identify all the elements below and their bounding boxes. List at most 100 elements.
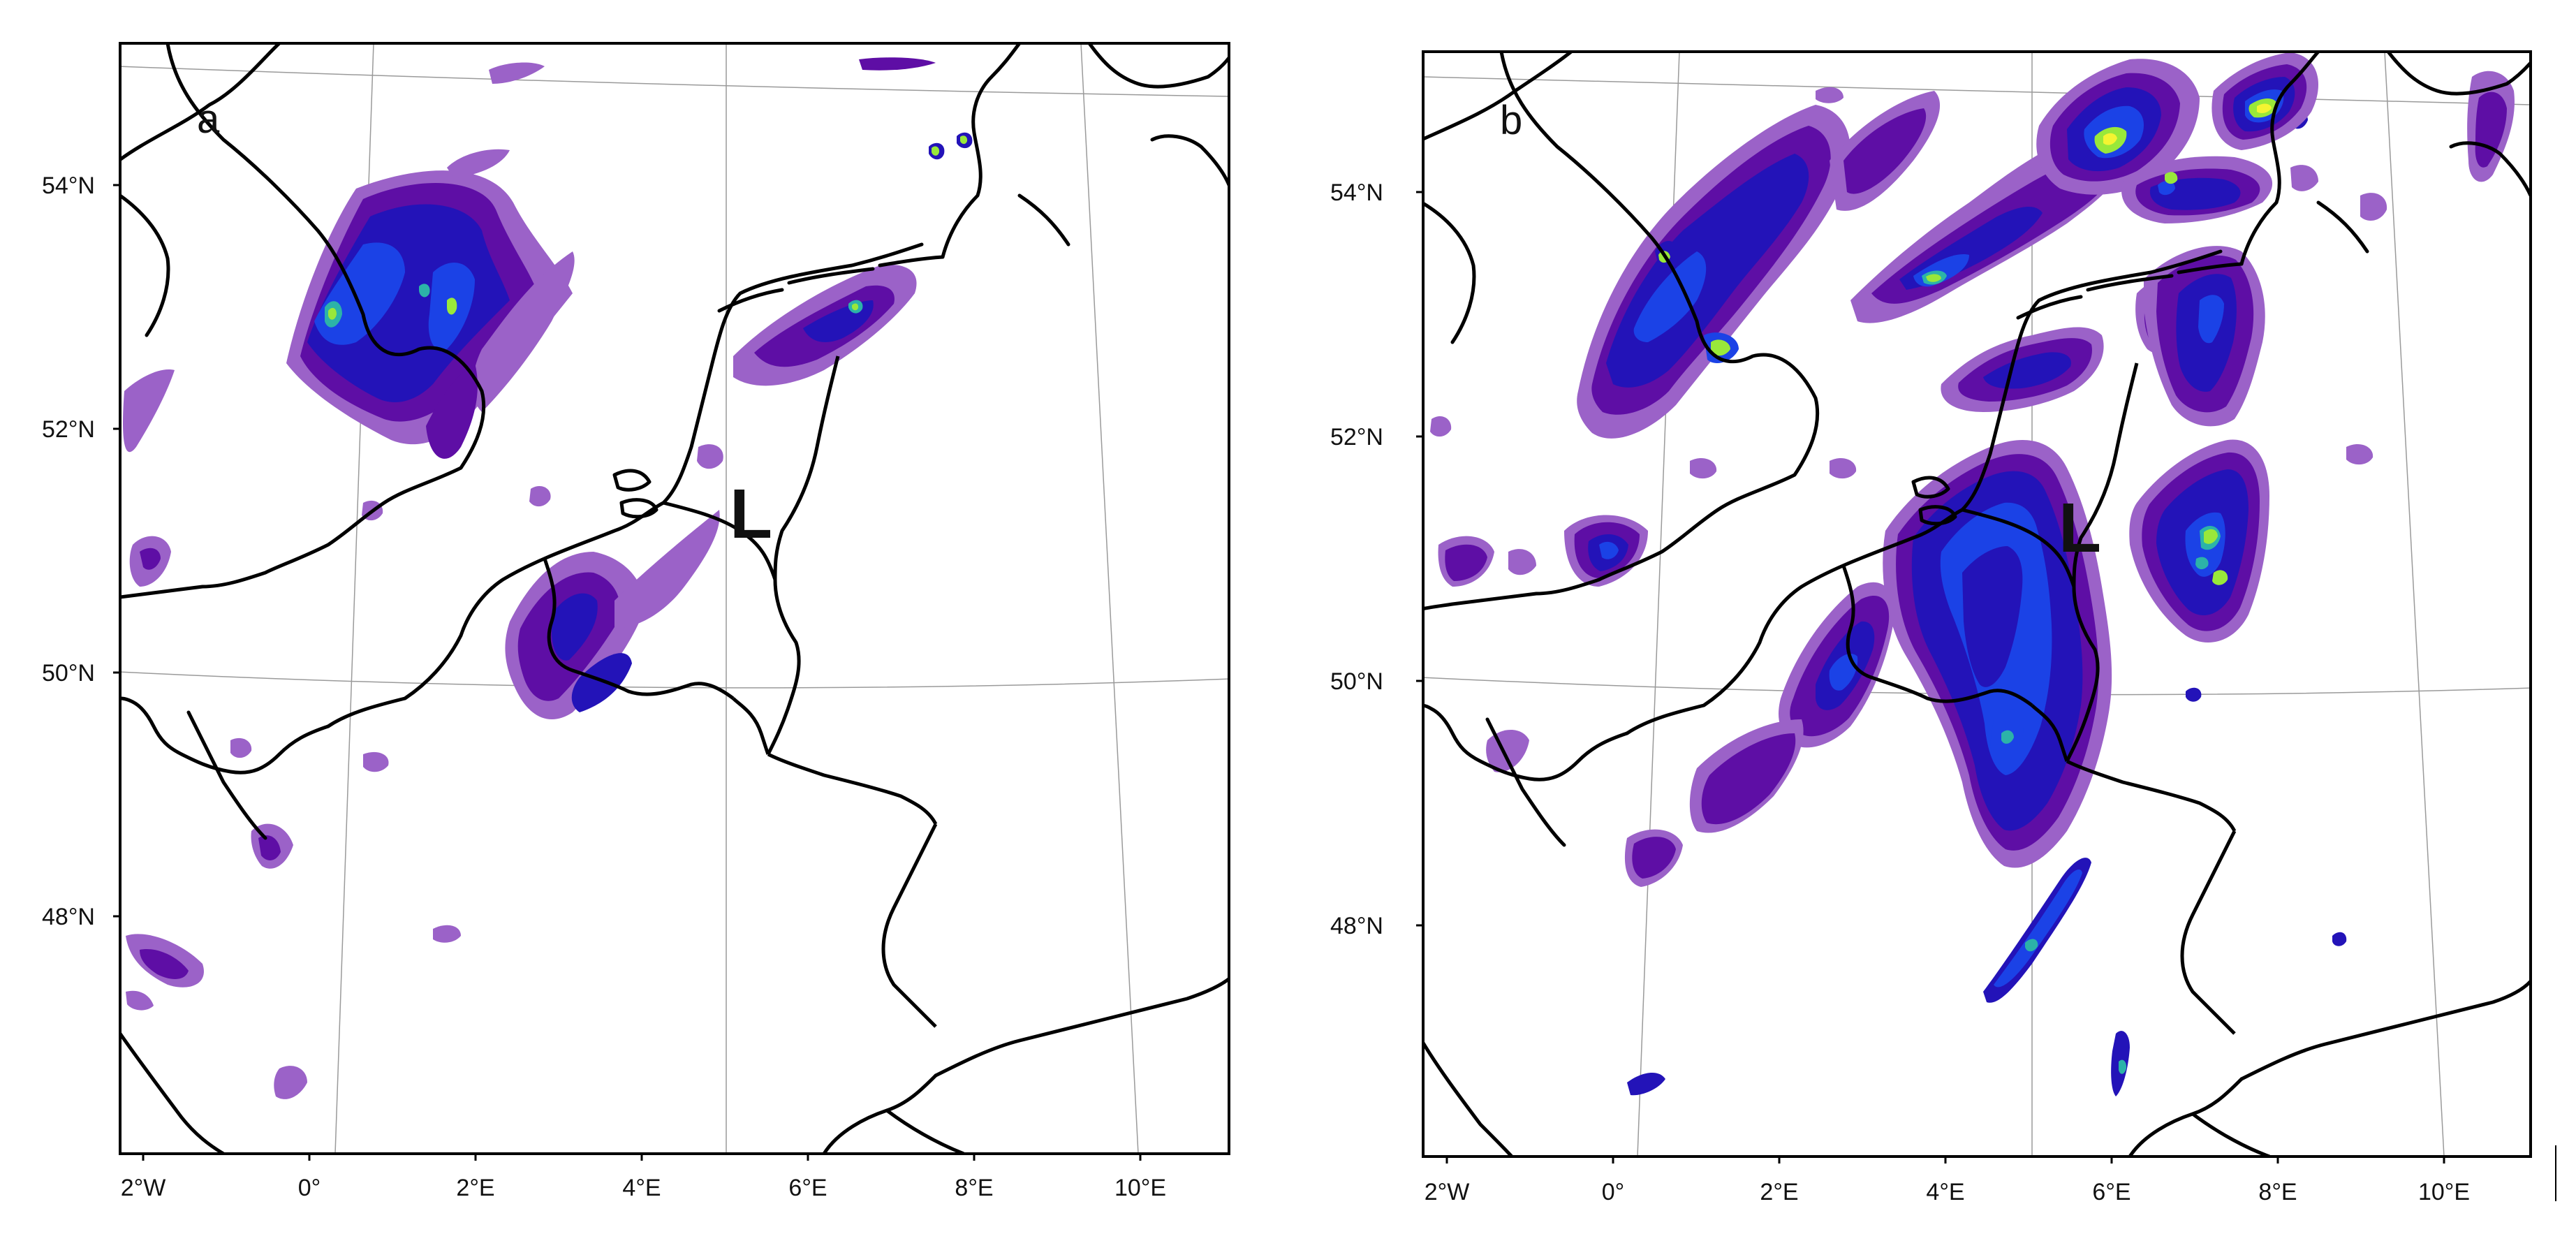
precipitation-contour	[140, 949, 189, 979]
precipitation-contour	[2198, 295, 2224, 344]
precipitation-contour	[122, 369, 175, 453]
precipitation-contour	[328, 307, 337, 320]
precipitation-contour	[2025, 939, 2038, 952]
precipitation-field	[122, 57, 973, 1099]
precipitation-contour	[1962, 546, 2023, 687]
precipitation-contour	[447, 149, 510, 178]
country-border	[2065, 586, 2100, 763]
precipitation-contour	[614, 510, 720, 629]
coastline	[1423, 52, 1820, 611]
precipitation-contour	[859, 57, 936, 71]
coastline	[1625, 249, 2223, 735]
graticule-line	[120, 671, 1229, 689]
precipitation-contour	[230, 737, 252, 758]
precipitation-contour	[2332, 932, 2347, 946]
coastline	[120, 43, 281, 162]
country-border	[543, 558, 735, 700]
country-border	[885, 1108, 964, 1154]
precipitation-contour	[1430, 416, 1452, 437]
lon-label: 2°E	[456, 1175, 494, 1201]
lon-label: 0°	[298, 1175, 321, 1201]
country-border	[2180, 830, 2237, 1035]
precipitation-contour	[697, 444, 723, 469]
lon-label: 0°	[1602, 1179, 1625, 1205]
panel-letter: a	[197, 96, 220, 142]
coastline	[2239, 979, 2531, 1081]
country-border	[2066, 759, 2237, 832]
precipitation-contour	[489, 62, 545, 84]
precipitation-contour	[552, 593, 598, 661]
precipitation-contour	[2186, 687, 2202, 702]
map-frame	[119, 42, 1230, 1155]
country-border	[766, 579, 801, 756]
coastline	[120, 193, 170, 337]
precipitation-contour	[529, 485, 551, 507]
precipitation-contour	[1633, 251, 1707, 342]
country-border	[2191, 1112, 2270, 1157]
graticule	[120, 43, 1229, 1154]
coastlines-and-borders	[120, 43, 1229, 1154]
precipitation-contour	[447, 298, 457, 315]
lat-label: 50°N	[1330, 668, 1383, 695]
coastline	[619, 498, 658, 519]
precipitation-contour	[2158, 180, 2175, 196]
coastline	[1918, 505, 1957, 526]
precipitation-contour	[1994, 869, 2082, 988]
coastline	[717, 288, 784, 313]
coastline	[2177, 262, 2244, 274]
coastline	[1423, 703, 1629, 781]
coastline	[120, 696, 330, 775]
lat-label: 48°N	[1330, 913, 1383, 939]
precipitation-contour	[2475, 91, 2507, 168]
lat-ticks	[1416, 191, 1423, 927]
lat-label: 54°N	[42, 172, 95, 199]
coastline	[1150, 134, 1229, 190]
precipitation-contour	[1843, 108, 1927, 194]
precipitation-contour	[852, 303, 859, 311]
coastline	[822, 1073, 938, 1154]
coastlines-and-borders	[1423, 52, 2531, 1157]
coastline	[2016, 295, 2083, 320]
precipitation-contour	[1445, 544, 1487, 581]
map-frame	[1422, 50, 2532, 1158]
precipitation-contour	[426, 363, 478, 459]
precipitation-contour	[2257, 103, 2272, 114]
country-border	[732, 697, 770, 755]
coastline	[2316, 200, 2369, 254]
precipitation-contour	[571, 653, 632, 712]
country-border	[663, 501, 777, 580]
lon-label: 8°E	[955, 1175, 993, 1201]
precipitation-contour	[2165, 172, 2178, 184]
coastline	[1485, 717, 1566, 847]
coastline	[878, 255, 945, 267]
lat-label: 54°N	[1330, 179, 1383, 206]
low-pressure-marker: L	[2059, 489, 2101, 567]
precipitation-contour	[1508, 549, 1536, 575]
coastline	[326, 242, 924, 728]
precipitation-contour	[1632, 837, 1676, 879]
lon-label: 2°E	[1760, 1179, 1798, 1205]
graticule-line	[1080, 43, 1139, 1154]
coastline	[787, 267, 875, 285]
coastline	[2239, 52, 2320, 266]
lat-label: 52°N	[1330, 424, 1383, 450]
country-border	[1962, 508, 2076, 587]
precipitation-contour	[1830, 457, 1857, 479]
lon-label: 4°E	[1926, 1179, 1964, 1205]
lat-label: 52°N	[42, 416, 95, 443]
coastline	[1911, 476, 1950, 499]
country-border	[2031, 704, 2069, 762]
precipitation-contour	[274, 1066, 307, 1099]
country-border	[767, 752, 938, 825]
lon-label: 8°E	[2258, 1179, 2297, 1205]
coastline	[120, 43, 486, 599]
country-border	[1841, 565, 2033, 707]
lat-label: 48°N	[42, 904, 95, 930]
precipitation-contour	[1711, 339, 1730, 356]
lon-ticks	[1445, 1157, 2445, 1163]
lon-label: 4°E	[622, 1175, 661, 1201]
coastline	[186, 710, 267, 840]
precipitation-contour	[2346, 443, 2373, 465]
country-border	[773, 355, 840, 580]
map-panel-a: L a 54°N 52°N 50°N 48°N 2°W 0° 2°E	[42, 42, 1230, 1201]
